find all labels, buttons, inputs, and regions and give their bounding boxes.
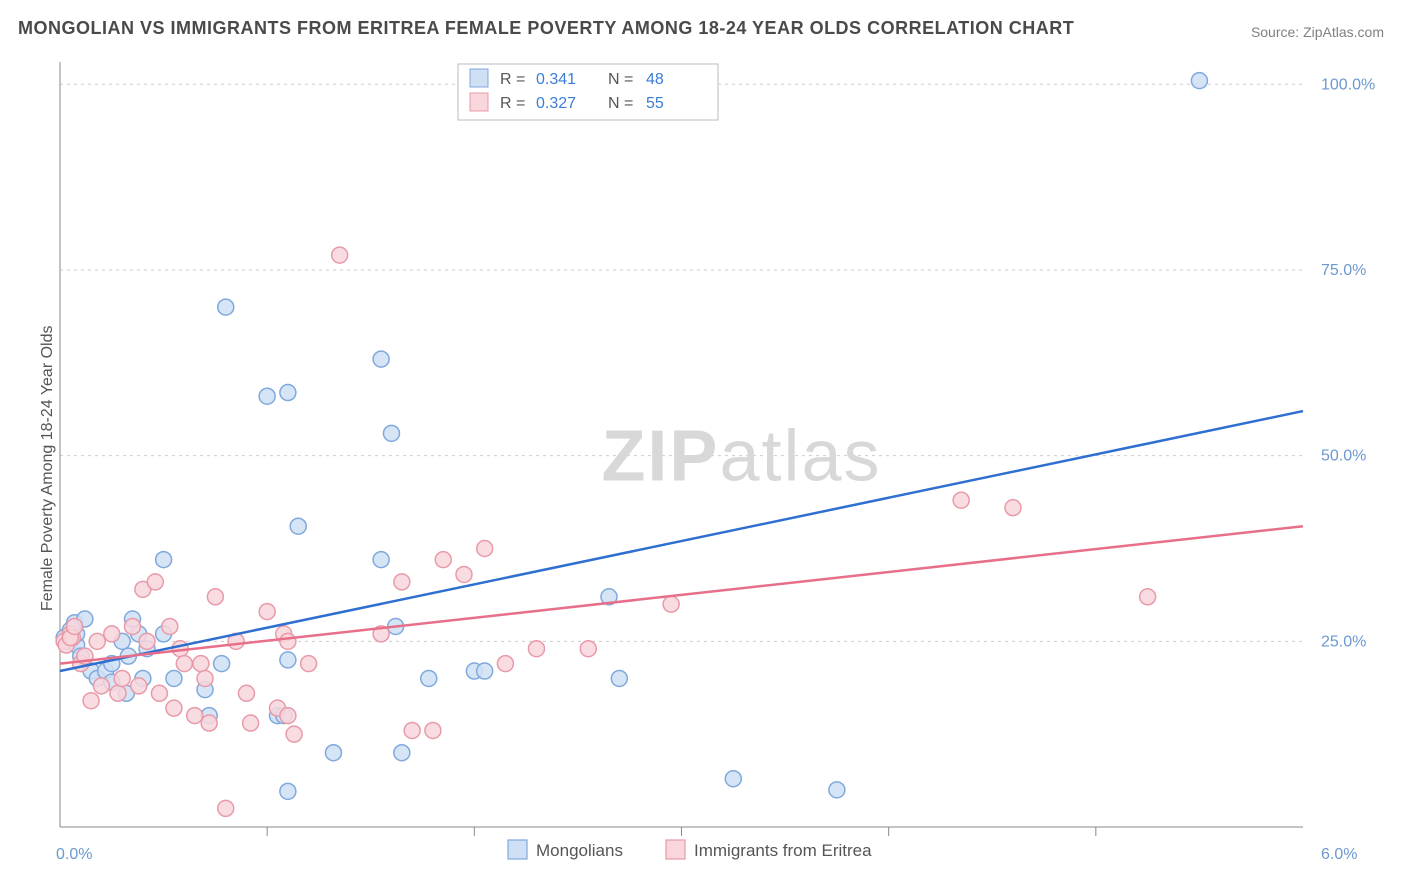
scatter-point — [259, 604, 275, 620]
scatter-point — [125, 618, 141, 634]
scatter-point — [214, 656, 230, 672]
scatter-point — [259, 388, 275, 404]
scatter-point — [207, 589, 223, 605]
scatter-point — [187, 708, 203, 724]
scatter-point — [611, 670, 627, 686]
scatter-point — [280, 708, 296, 724]
scatter-point — [373, 552, 389, 568]
scatter-point — [67, 618, 83, 634]
scatter-point — [1005, 500, 1021, 516]
scatter-point — [404, 722, 420, 738]
scatter-point — [147, 574, 163, 590]
legend-n-label: N = — [608, 71, 633, 88]
legend-n-value: 55 — [646, 95, 664, 112]
scatter-point — [218, 299, 234, 315]
scatter-point — [1140, 589, 1156, 605]
scatter-point — [166, 670, 182, 686]
scatter-point — [104, 626, 120, 642]
scatter-point — [193, 656, 209, 672]
chart-title: MONGOLIAN VS IMMIGRANTS FROM ERITREA FEM… — [18, 18, 1074, 39]
scatter-point — [580, 641, 596, 657]
scatter-point — [332, 247, 348, 263]
legend-r-label: R = — [500, 71, 525, 88]
scatter-point — [286, 726, 302, 742]
source-attribution: Source: ZipAtlas.com — [1251, 24, 1384, 40]
scatter-point — [110, 685, 126, 701]
scatter-point — [290, 518, 306, 534]
y-tick-label: 75.0% — [1321, 262, 1366, 279]
chart-container: Female Poverty Among 18-24 Year Olds 25.… — [18, 52, 1384, 874]
legend-r-value: 0.341 — [536, 71, 576, 88]
scatter-point — [829, 782, 845, 798]
scatter-chart: 25.0% 50.0% 75.0% 100.0% ZIPatlas 0.0% 6.0% R =… — [18, 52, 1384, 874]
scatter-point — [156, 552, 172, 568]
y-tick-label: 50.0% — [1321, 448, 1366, 465]
scatter-point — [201, 715, 217, 731]
scatter-point — [176, 656, 192, 672]
scatter-point — [373, 351, 389, 367]
scatter-point — [497, 656, 513, 672]
legend-swatch — [470, 93, 488, 111]
scatter-point — [394, 574, 410, 590]
scatter-point — [280, 385, 296, 401]
trend-line — [60, 526, 1303, 663]
series-label: Immigrants from Eritrea — [694, 841, 872, 860]
scatter-point — [151, 685, 167, 701]
scatter-point — [83, 693, 99, 709]
scatter-point — [421, 670, 437, 686]
scatter-point — [394, 745, 410, 761]
scatter-point — [218, 800, 234, 816]
scatter-point — [435, 552, 451, 568]
legend-r-label: R = — [500, 95, 525, 112]
scatter-point — [131, 678, 147, 694]
x-tick-right: 6.0% — [1321, 846, 1357, 863]
scatter-point — [280, 633, 296, 649]
y-tick-label: 100.0% — [1321, 76, 1375, 93]
scatter-point — [425, 722, 441, 738]
series-swatch — [666, 840, 685, 859]
y-axis-label: Female Poverty Among 18-24 Year Olds — [39, 291, 57, 611]
scatter-point — [301, 656, 317, 672]
series-swatch — [508, 840, 527, 859]
series-label: Mongolians — [536, 841, 623, 860]
correlation-legend — [458, 64, 718, 120]
scatter-point — [93, 678, 109, 694]
scatter-point — [383, 425, 399, 441]
scatter-point — [953, 492, 969, 508]
scatter-point — [1191, 73, 1207, 89]
scatter-point — [528, 641, 544, 657]
scatter-point — [162, 618, 178, 634]
scatter-point — [166, 700, 182, 716]
x-tick-left: 0.0% — [56, 846, 92, 863]
scatter-point — [477, 663, 493, 679]
scatter-point — [197, 670, 213, 686]
legend-n-label: N = — [608, 95, 633, 112]
scatter-point — [725, 771, 741, 787]
scatter-point — [114, 670, 130, 686]
scatter-point — [89, 633, 105, 649]
scatter-point — [139, 633, 155, 649]
y-tick-label: 25.0% — [1321, 633, 1366, 650]
scatter-point — [280, 783, 296, 799]
scatter-point — [280, 652, 296, 668]
watermark: ZIPatlas — [601, 417, 881, 497]
legend-r-value: 0.327 — [536, 95, 576, 112]
scatter-point — [663, 596, 679, 612]
scatter-point — [325, 745, 341, 761]
scatter-point — [456, 566, 472, 582]
scatter-point — [243, 715, 259, 731]
scatter-point — [238, 685, 254, 701]
legend-swatch — [470, 69, 488, 87]
legend-n-value: 48 — [646, 71, 664, 88]
scatter-point — [477, 540, 493, 556]
